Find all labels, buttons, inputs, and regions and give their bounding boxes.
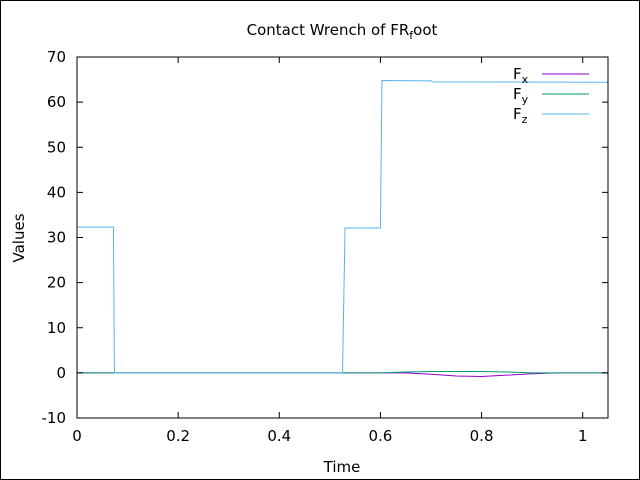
y-tick-label: -10	[42, 409, 67, 427]
plot-lines	[77, 79, 609, 377]
chart-title: Contact Wrench of FRfoot	[247, 21, 438, 42]
series-line-fz	[77, 79, 609, 374]
y-tick-label: 70	[47, 48, 66, 66]
x-tick-label: 0	[72, 427, 82, 445]
x-tick-label: 1	[578, 427, 588, 445]
x-tick-label: 0.4	[267, 427, 291, 445]
x-tick-label: 0.2	[166, 427, 190, 445]
y-tick-label: 30	[47, 229, 66, 247]
y-tick-label: 0	[56, 364, 66, 382]
y-tick-label: 60	[47, 93, 66, 111]
y-tick-label: 20	[47, 274, 66, 292]
y-axis-label: Values	[10, 213, 28, 262]
legend-label: Fy	[513, 85, 529, 106]
series-line-fy	[77, 371, 608, 374]
x-axis: 0 0.2 0.4 0.6 0.8 1	[72, 57, 587, 445]
legend-label: Fx	[513, 65, 529, 86]
legend-label: Fz	[513, 105, 528, 126]
x-axis-label: Time	[323, 458, 361, 476]
y-tick-label: 10	[47, 319, 66, 337]
y-tick-label: 50	[47, 138, 66, 156]
x-tick-label: 0.6	[368, 427, 392, 445]
y-tick-label: 40	[47, 183, 66, 201]
x-tick-label: 0.8	[470, 427, 494, 445]
y-axis: -10 0 10 20 30 40 50 60 70	[42, 48, 608, 427]
